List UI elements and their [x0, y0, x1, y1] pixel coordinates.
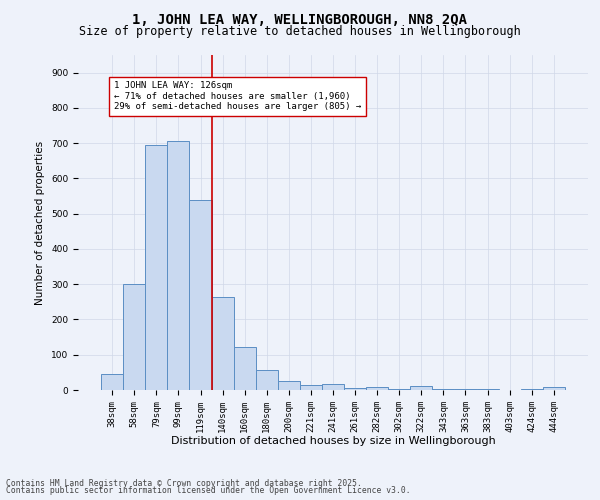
Bar: [212, 296, 233, 390]
Bar: [300, 384, 322, 390]
Bar: [366, 387, 388, 390]
Text: Size of property relative to detached houses in Wellingborough: Size of property relative to detached ho…: [79, 25, 521, 38]
Text: 1, JOHN LEA WAY, WELLINGBOROUGH, NN8 2QA: 1, JOHN LEA WAY, WELLINGBOROUGH, NN8 2QA: [133, 12, 467, 26]
Bar: [145, 145, 167, 390]
X-axis label: Distribution of detached houses by size in Wellingborough: Distribution of detached houses by size …: [170, 436, 496, 446]
Text: 1 JOHN LEA WAY: 126sqm
← 71% of detached houses are smaller (1,960)
29% of semi-: 1 JOHN LEA WAY: 126sqm ← 71% of detached…: [114, 82, 361, 111]
Bar: [322, 384, 344, 390]
Text: Contains public sector information licensed under the Open Government Licence v3: Contains public sector information licen…: [6, 486, 410, 495]
Bar: [256, 370, 278, 390]
Bar: [101, 374, 123, 390]
Text: Contains HM Land Registry data © Crown copyright and database right 2025.: Contains HM Land Registry data © Crown c…: [6, 478, 362, 488]
Bar: [123, 284, 145, 390]
Bar: [278, 381, 300, 390]
Bar: [410, 386, 433, 390]
Bar: [344, 388, 366, 390]
Bar: [190, 200, 212, 390]
Bar: [543, 387, 565, 390]
Bar: [167, 142, 190, 390]
Bar: [233, 347, 256, 390]
Y-axis label: Number of detached properties: Number of detached properties: [35, 140, 46, 304]
